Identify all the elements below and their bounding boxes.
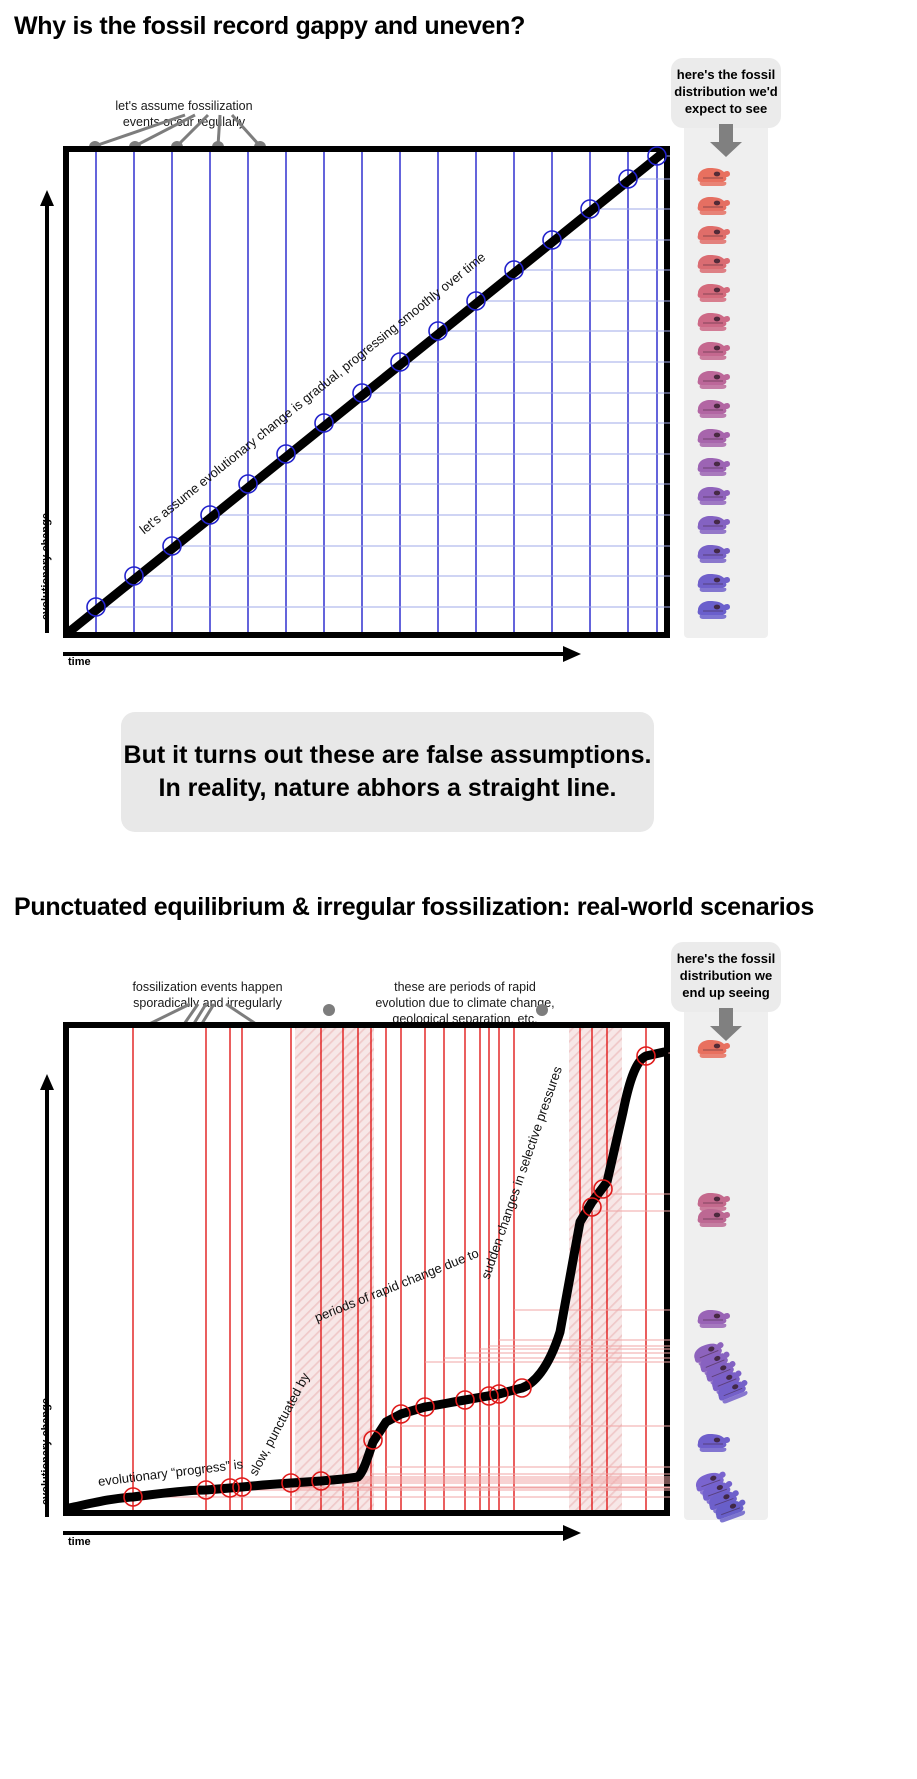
callout-actual-distribution: here's the fossil distribution we end up… (671, 942, 781, 1012)
fossil-icon (697, 225, 731, 245)
annotation-fossilization-sporadic-text: fossilization events happen sporadically… (132, 980, 283, 1010)
rapid-band-2 (569, 1028, 622, 1510)
fossil-column-1 (697, 167, 731, 620)
fossil-icon (697, 283, 731, 303)
y-axis-label-2: evolutionary change (40, 1398, 52, 1505)
fossil-icon (697, 399, 731, 419)
y-axis-label-1: evolutionary change (40, 513, 52, 620)
statement-line-2: In reality, nature abhors a straight lin… (158, 774, 617, 802)
chart-gradual-fossilization (63, 146, 670, 638)
y-axis-arrow-1 (40, 190, 54, 633)
x-axis-arrow-2 (63, 1525, 581, 1541)
fossil-icon (690, 1338, 753, 1406)
fossil-icon (697, 1309, 731, 1329)
fossil-icon (697, 254, 731, 274)
fossil-icon (697, 341, 731, 361)
statement-box: But it turns out these are false assumpt… (121, 712, 654, 832)
annotation-leaders-2-right (323, 1004, 548, 1016)
fossil-icon (697, 457, 731, 477)
callout-actual-text: here's the fossil distribution we end up… (676, 951, 776, 1001)
fossil-icon (697, 1208, 731, 1228)
rapid-band-1 (295, 1028, 374, 1510)
section2-title: Punctuated equilibrium & irregular fossi… (14, 893, 814, 921)
fossil-icon (697, 312, 731, 332)
chart-punctuated-equilibrium (63, 1022, 670, 1516)
fossil-icon (697, 1433, 731, 1453)
fossilization-event-lines (132, 1028, 647, 1510)
fossil-column-2 (690, 1039, 753, 1525)
fossil-icon (697, 370, 731, 390)
fossil-icon (697, 167, 731, 187)
fossil-icon (697, 600, 731, 620)
annotation-fossilization-sporadic: fossilization events happen sporadically… (100, 963, 315, 1011)
fossil-icon (697, 1039, 731, 1059)
statement-line-1: But it turns out these are false assumpt… (123, 741, 652, 769)
x-axis-label-1: time (68, 656, 91, 668)
fossil-icon (697, 428, 731, 448)
fossil-icon (697, 196, 731, 216)
down-arrow-icon-1 (710, 124, 742, 157)
y-axis-arrow-2 (40, 1074, 54, 1517)
x-axis-arrow-1 (63, 646, 581, 662)
down-arrow-icon-2 (710, 1008, 742, 1041)
callout-expected-distribution: here's the fossil distribution we'd expe… (671, 58, 781, 128)
x-axis-label-2: time (68, 1536, 91, 1548)
fossil-icon (697, 486, 731, 506)
fossil-icon (697, 515, 731, 535)
fossil-icon (697, 544, 731, 564)
section1-title: Why is the fossil record gappy and uneve… (14, 12, 526, 40)
fossil-icon (697, 573, 731, 593)
callout-expected-text: here's the fossil distribution we'd expe… (674, 67, 778, 117)
fossil-icon (697, 1192, 731, 1212)
